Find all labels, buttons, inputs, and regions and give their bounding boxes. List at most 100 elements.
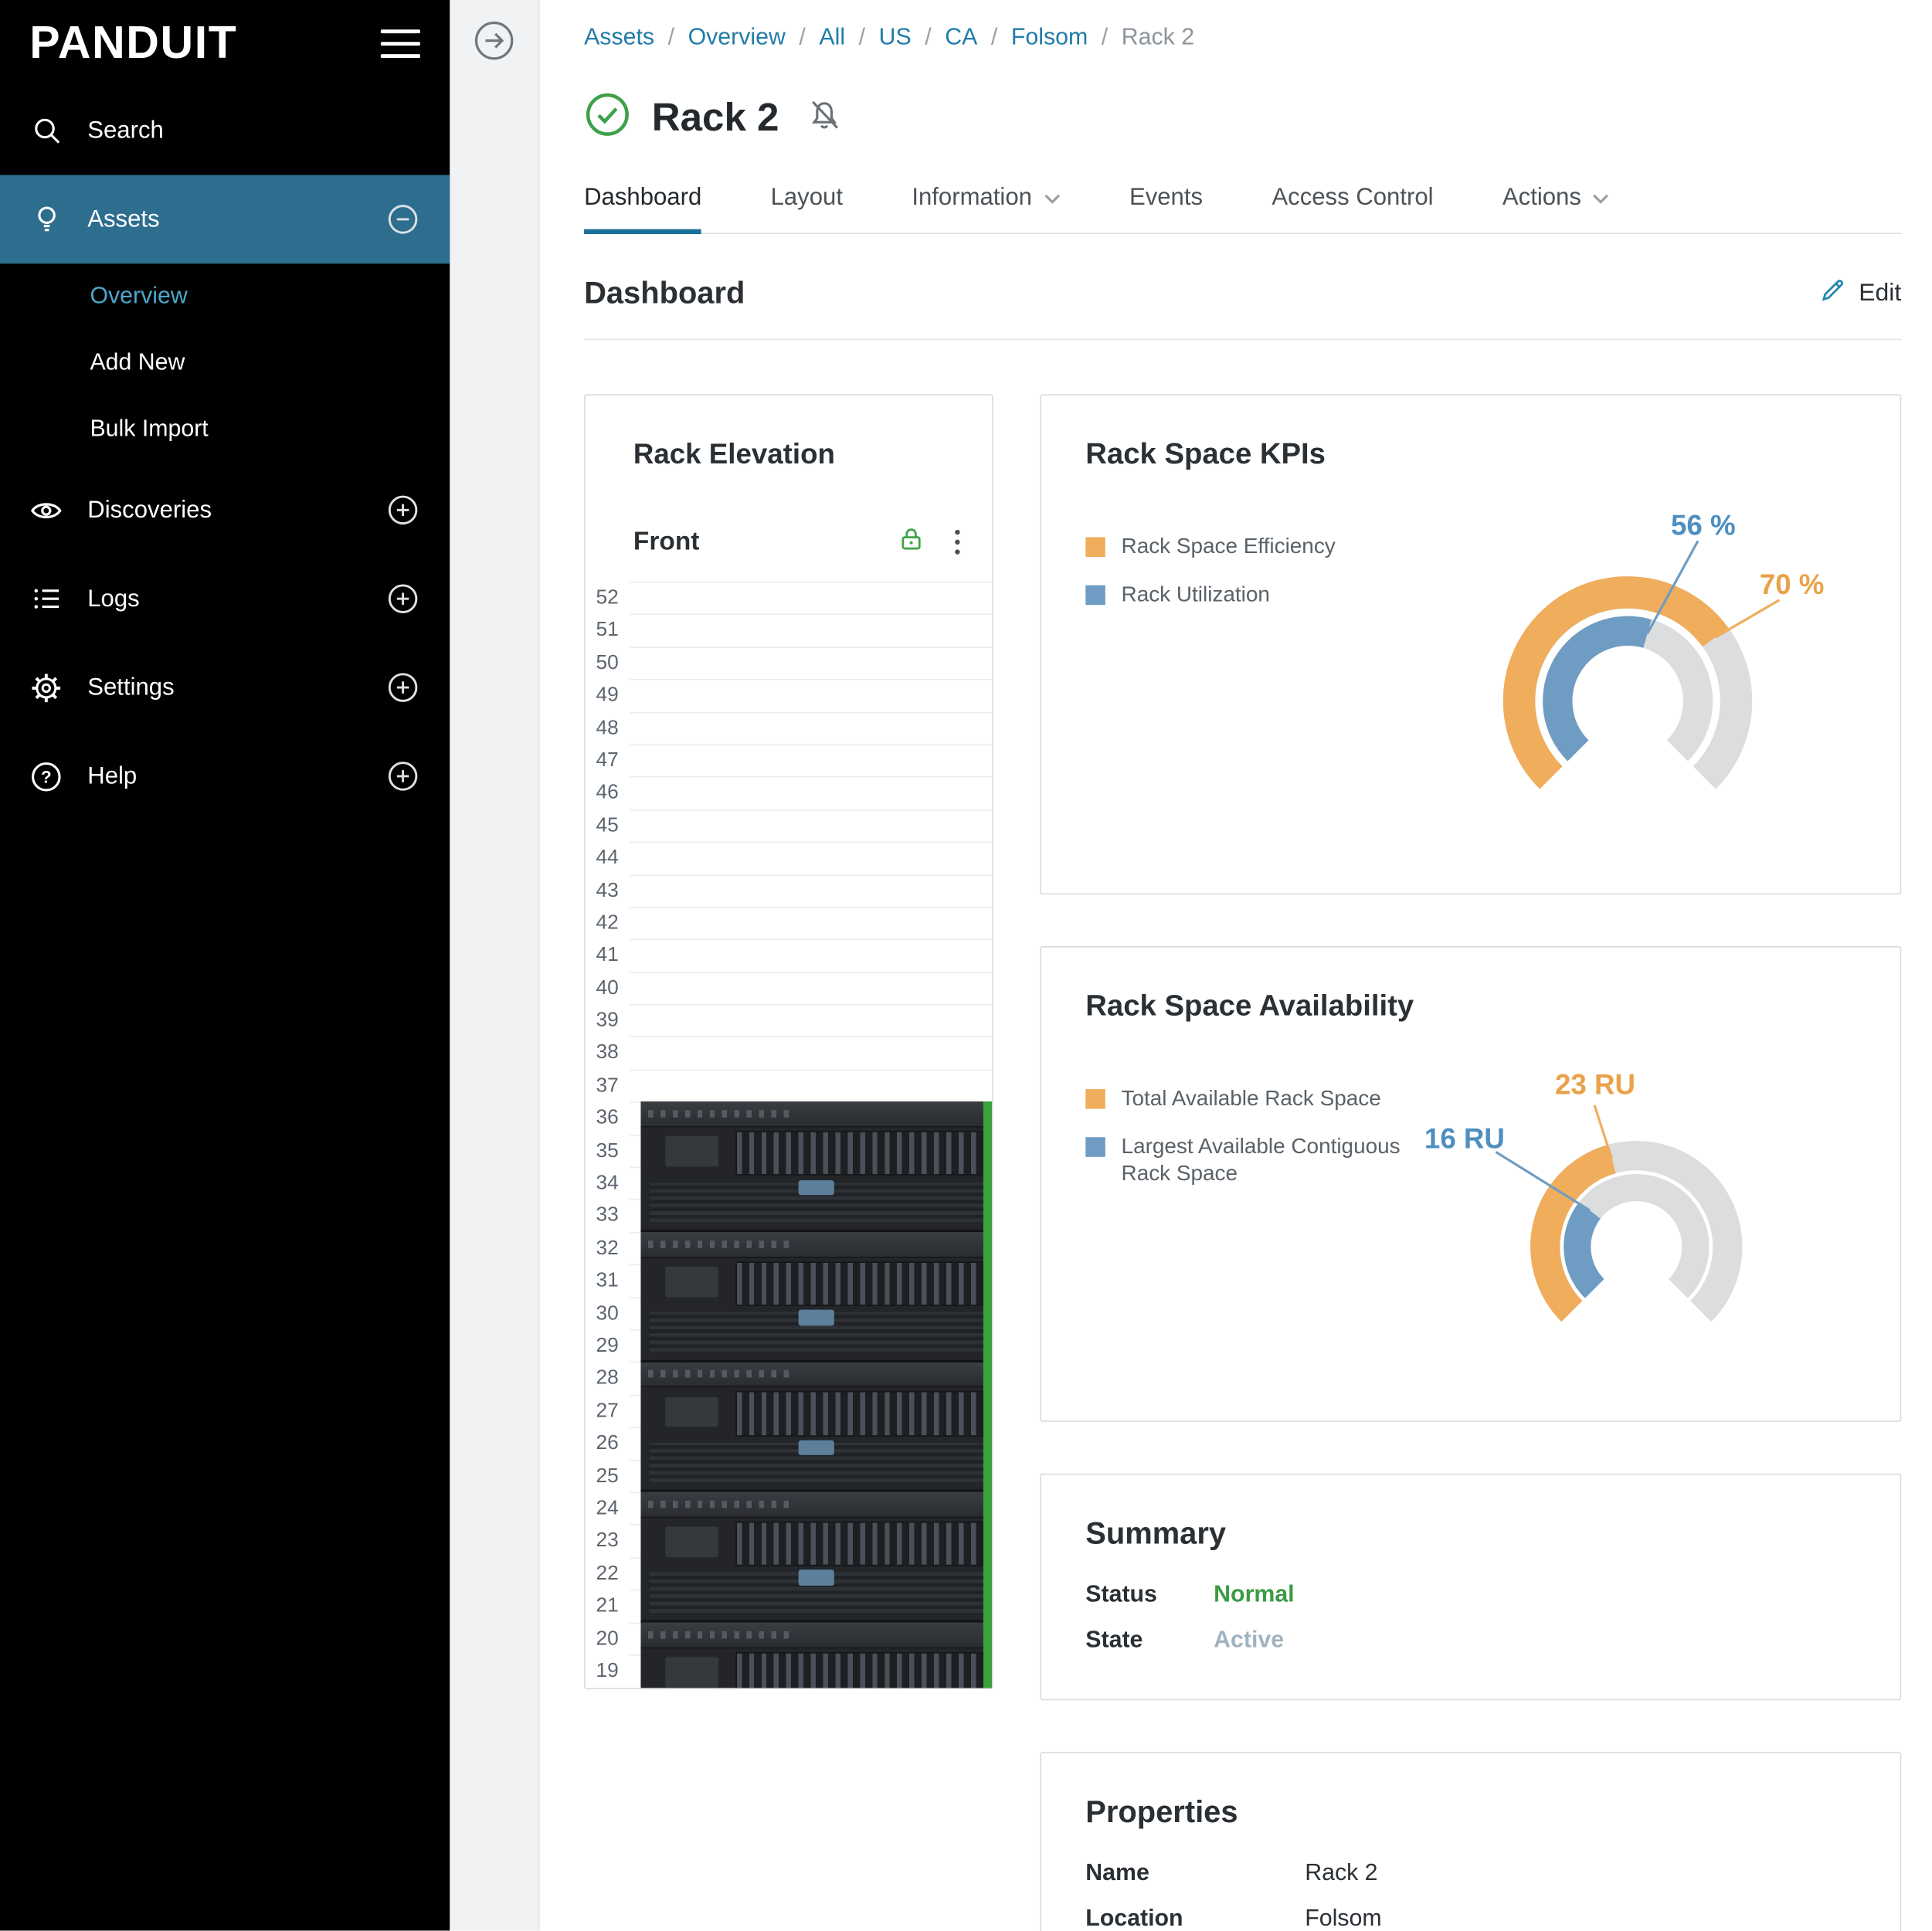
server-unit[interactable] [640,1232,992,1362]
kv-label: Status [1085,1582,1214,1609]
rack-unit-number: 45 [593,809,630,842]
rack-unit-number: 41 [593,939,630,972]
rack-row: 46 [593,776,992,809]
kv-row: StateActive [1085,1627,1856,1654]
rack-row: 41 [593,939,992,972]
rack-row: 43 [593,874,992,907]
rack-unit-number: 50 [593,646,630,679]
tab-label: Events [1129,184,1203,212]
summary-card: Summary StatusNormalStateActive [1040,1474,1901,1700]
sidebar-subitem-bulk-import[interactable]: Bulk Import [0,397,450,463]
legend-swatch [1085,585,1105,605]
breadcrumb-link[interactable]: Folsom [1011,25,1088,52]
sidebar: PANDUIT Search Assets Overview Add New B… [0,0,450,1931]
rack-unit-slot [630,582,992,614]
dashboard-widgets-column: Rack Space KPIs Rack Space EfficiencyRac… [1040,394,1901,1931]
rack-unit-number: 30 [593,1297,630,1329]
sidebar-item-search[interactable]: Search [0,87,450,175]
rack-unit-number: 38 [593,1037,630,1069]
rack-unit-number: 51 [593,614,630,646]
sidebar-item-label: Search [87,117,420,145]
rack-unit-number: 36 [593,1101,630,1134]
kv-label: Name [1085,1861,1305,1888]
plus-circle-icon[interactable] [387,671,420,704]
tab-layout[interactable]: Layout [771,184,843,233]
plus-circle-icon[interactable] [387,494,420,527]
rack-grid: 5251504948474645444342414039383736353433… [593,582,992,1688]
divider [584,339,1901,341]
rack-row: 50 [593,646,992,679]
server-unit[interactable] [640,1102,992,1232]
rack-row: 38 [593,1037,992,1069]
plus-circle-icon[interactable] [387,759,420,792]
legend-swatch [1085,1089,1105,1109]
rack-row: 40 [593,972,992,1004]
rack-unit-number: 25 [593,1459,630,1492]
main-content: Assets/Overview/All/US/CA/Folsom/Rack 2 … [540,0,1932,1931]
kv-row: NameRack 2 [1085,1861,1856,1888]
breadcrumb-link[interactable]: US [879,25,912,52]
rack-unit-slot [630,1037,992,1069]
breadcrumb-separator: / [859,25,865,52]
sidebar-item-discoveries[interactable]: Discoveries [0,466,450,555]
rack-unit-number: 24 [593,1492,630,1525]
kv-value: Active [1214,1627,1284,1654]
bell-muted-icon[interactable] [807,97,842,138]
sidebar-item-help[interactable]: ? Help [0,731,450,820]
rack-unit-slot [630,711,992,744]
rack-space-kpis-card: Rack Space KPIs Rack Space EfficiencyRac… [1040,394,1901,894]
rack-unit-number: 33 [593,1200,630,1232]
section-title: Dashboard [584,276,745,311]
tab-information[interactable]: Information [912,184,1060,233]
rack-row: 52 [593,582,992,614]
rack-elevation-card: Rack Elevation Front 5251504948474645444… [584,394,993,1688]
rack-unit-number: 47 [593,744,630,776]
server-unit[interactable] [640,1622,992,1688]
server-unit[interactable] [640,1363,992,1492]
rack-unit-number: 44 [593,842,630,874]
rack-space-availability-title: Rack Space Availability [1085,989,1856,1024]
tab-events[interactable]: Events [1129,184,1203,233]
kpi-legend: Rack Space EfficiencyRack Utilization [1085,521,1486,849]
sidebar-subitem-add-new[interactable]: Add New [0,330,450,396]
expand-arrow-icon[interactable] [472,19,516,69]
sidebar-subitem-overview[interactable]: Overview [0,263,450,330]
properties-title: Properties [1085,1795,1856,1831]
rack-unit-number: 42 [593,907,630,939]
rack-unit-number: 26 [593,1427,630,1459]
rack-row: 39 [593,1004,992,1037]
tab-label: Layout [771,184,843,212]
tab-access-control[interactable]: Access Control [1272,184,1433,233]
breadcrumb-link[interactable]: All [819,25,845,52]
server-unit[interactable] [640,1492,992,1622]
minus-circle-icon[interactable] [387,202,420,236]
breadcrumb-separator: / [925,25,931,52]
sidebar-item-settings[interactable]: Settings [0,643,450,732]
rack-unit-number: 52 [593,582,630,614]
lock-icon[interactable] [897,525,925,560]
kebab-menu-icon[interactable] [948,528,968,557]
sidebar-item-assets[interactable]: Assets [0,175,450,264]
tab-actions[interactable]: Actions [1502,184,1610,233]
breadcrumb-separator: / [799,25,805,52]
summary-rows: StatusNormalStateActive [1085,1582,1856,1654]
plus-circle-icon[interactable] [387,582,420,616]
rack-unit-slot [630,1004,992,1037]
rack-unit-number: 28 [593,1362,630,1394]
breadcrumb-link[interactable]: Overview [688,25,786,52]
rack-status-strip [983,1102,992,1688]
question-circle-icon: ? [29,759,63,792]
breadcrumb-link[interactable]: CA [945,25,977,52]
sidebar-item-logs[interactable]: Logs [0,555,450,643]
edit-button[interactable]: Edit [1818,276,1902,311]
rack-unit-slot [630,939,992,972]
kv-value: Rack 2 [1305,1861,1377,1888]
breadcrumb-link[interactable]: Assets [584,25,654,52]
rack-unit-number: 29 [593,1329,630,1362]
rack-unit-number: 39 [593,1004,630,1037]
hamburger-menu-icon[interactable] [381,24,420,62]
status-check-circle-icon [584,91,631,144]
legend-label: Rack Utilization [1122,582,1270,609]
legend-swatch [1085,1137,1105,1157]
tab-dashboard[interactable]: Dashboard [584,184,701,233]
